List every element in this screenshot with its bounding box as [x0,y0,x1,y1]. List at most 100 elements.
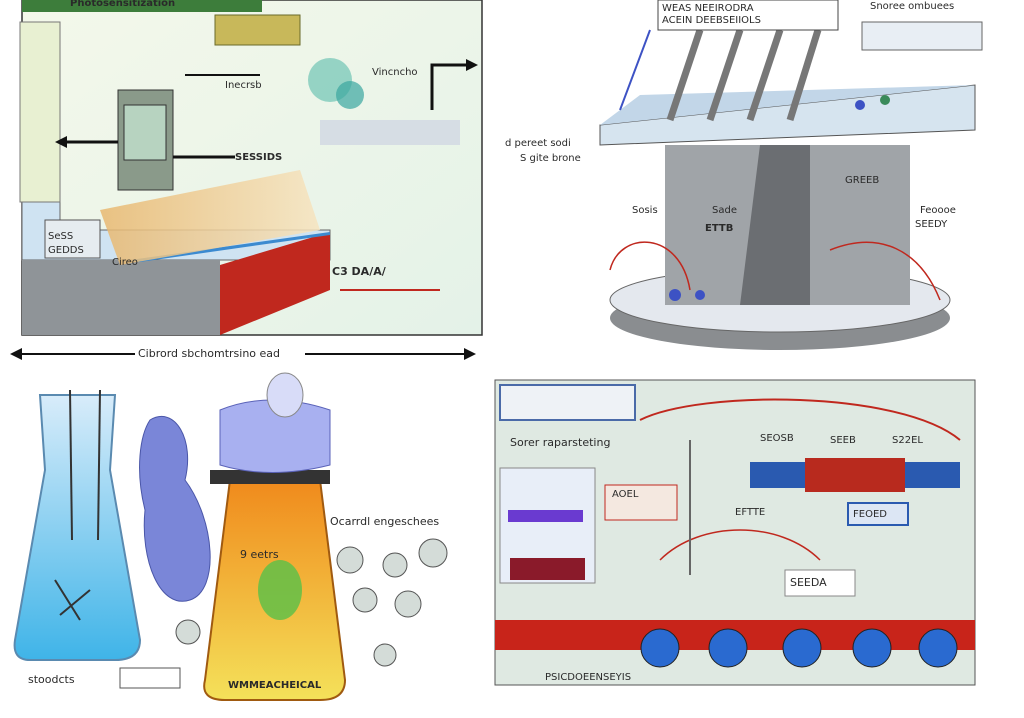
label: PSICDOEENSEYIS [545,672,631,683]
shape [266,372,304,418]
label: SEEDA [790,576,827,589]
label: ACEIN DEEBSEIIOLS [662,15,761,26]
label: S22EL [892,435,923,446]
shape [219,399,331,473]
shape [97,389,101,541]
label: ETTB [705,223,733,234]
label: Sosis [632,205,658,216]
bottom-left-flasks: 9 eetrs Ocarrdl engeschees stoodcts WMME… [13,372,448,701]
label: AOEL [612,489,639,500]
shape [861,21,983,51]
shape [600,85,975,125]
shape [708,628,748,668]
shape [119,667,181,689]
shape [394,590,422,618]
divider-caption: Cibrord sbchomtrsino ead [138,347,280,360]
label: Ocarrdl engeschees [330,515,439,528]
shape [880,95,890,105]
shape [782,628,822,668]
label: SESSIDS [235,152,282,163]
label: Feoooe [920,205,956,216]
shape [214,14,301,46]
label: GREEB [845,175,879,186]
label: C3 DA/A/ [332,265,387,278]
shape [123,104,167,161]
label: Sorer raparsteting [510,436,610,449]
label: Sade [712,205,737,216]
label: WEAS NEEIRODRA [662,3,754,14]
shape [55,136,67,148]
label: EFTTE [735,507,765,518]
shape [210,470,330,484]
banner: Photosensitization [70,0,175,9]
divider: Cibrord sbchomtrsino ead [10,346,476,362]
shape [466,59,478,71]
shape [510,558,585,580]
shape [706,28,744,122]
label: SEOSB [760,433,794,444]
shape [805,458,905,492]
label: d pereet sodi [505,138,571,149]
label: S gite brone [520,153,581,164]
shape [740,145,810,305]
shape [220,232,330,335]
shape [139,416,211,602]
shape [666,28,704,122]
label: Inecrsb [225,80,262,91]
shape [352,587,378,613]
label: FEOED [853,509,887,520]
shape [852,628,892,668]
shape [609,241,691,291]
shape [430,63,470,110]
label: stoodcts [28,673,75,686]
shape [135,346,305,362]
shape [619,29,651,111]
shape [44,219,101,259]
shape [175,619,201,645]
shape [786,28,822,122]
shape [69,389,73,541]
shape [640,628,680,668]
shape [784,569,856,597]
shape [100,170,320,265]
label: WMMEACHEICAL [228,680,322,691]
label: GEDDS [48,245,84,256]
shape [22,0,262,12]
label: SeSS [48,231,73,242]
shape [508,510,583,522]
label: Snoree ombuees [870,1,954,12]
shape [336,81,364,109]
shape [13,394,142,661]
shape [855,100,865,110]
shape [847,502,909,526]
shape [54,579,91,621]
shape [320,120,460,145]
shape [829,241,941,301]
shape [659,529,821,561]
top-right-apparatus: WEAS NEEIRODRA ACEIN DEEBSEIIOLS Snoree … [505,0,983,350]
shape [604,484,678,521]
label: Cireo [112,257,138,268]
shape [499,384,636,421]
label: SEEB [830,435,856,446]
label: 9 eetrs [240,548,279,561]
shape [10,348,22,360]
shape [382,552,408,578]
shape [639,398,961,441]
shape [657,0,839,31]
shape [336,546,364,574]
shape [918,628,958,668]
shape [373,643,397,667]
shape [746,28,784,122]
top-left-panel: Photosensitization Inecrsb Vincncho SESS… [19,0,483,336]
shape [19,21,61,203]
label: SEEDY [915,219,948,230]
bottom-right-panel: Sorer raparsteting SEOSB SEEB S22EL FEOE… [494,379,976,686]
shape [22,260,220,335]
shape [258,560,302,620]
shape [695,290,705,300]
shape [464,348,476,360]
shape [418,538,448,568]
label: Vincncho [372,67,418,78]
